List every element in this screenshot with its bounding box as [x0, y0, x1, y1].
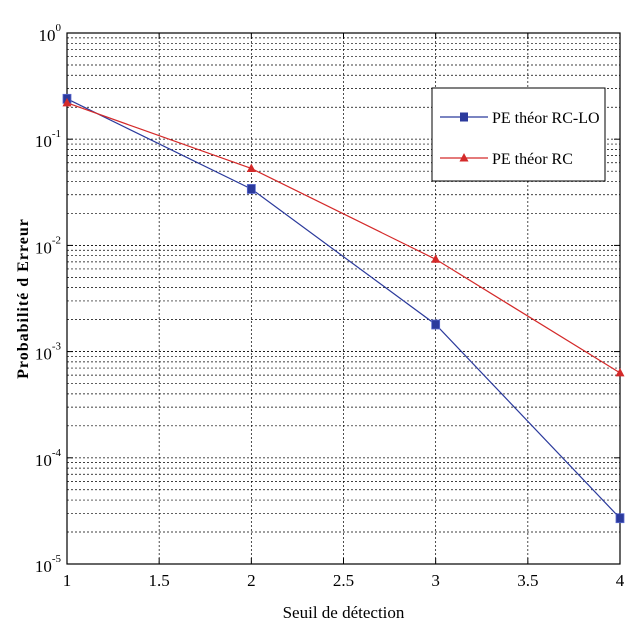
legend-marker — [460, 112, 468, 122]
x-tick-label: 1.5 — [149, 571, 170, 590]
y-tick-label: 10-1 — [35, 128, 61, 151]
legend-label: PE théor RC — [492, 151, 573, 168]
y-axis-label: Probabilité d Erreur — [15, 218, 32, 379]
data-point — [246, 163, 256, 172]
x-tick-label: 2 — [247, 571, 256, 590]
data-point — [246, 184, 256, 194]
x-tick-label: 3.5 — [517, 571, 538, 590]
y-tick-label: 100 — [39, 22, 62, 45]
x-tick-label: 4 — [616, 571, 625, 590]
data-point — [62, 97, 72, 107]
data-point — [615, 513, 625, 524]
data-point — [615, 367, 625, 377]
y-tick-label: 10-5 — [35, 553, 62, 576]
series-line — [66, 98, 621, 519]
series-line — [66, 102, 621, 374]
legend-marker — [459, 153, 469, 162]
legend-label: PE théor RC-LO — [492, 110, 600, 127]
ticks: 1 1.5 2 2.5 3 3.5 4 100 10-1 10-2 10-3 10-4 10-5 — [35, 22, 625, 590]
grid — [67, 33, 620, 564]
legend: PE théor RC-LO PE théor RC — [431, 87, 606, 182]
legend-box — [431, 87, 606, 182]
series — [62, 93, 625, 524]
x-tick-label: 2.5 — [333, 571, 354, 590]
x-axis-label: Seuil de détection — [283, 603, 405, 622]
x-tick-label: 3 — [431, 571, 440, 590]
data-point — [431, 254, 441, 263]
data-point — [431, 319, 441, 330]
y-tick-label: 10-2 — [35, 234, 61, 257]
x-tick-label: 1 — [63, 571, 72, 590]
y-tick-label: 10-4 — [35, 447, 62, 470]
y-tick-label: 10-3 — [35, 341, 62, 364]
